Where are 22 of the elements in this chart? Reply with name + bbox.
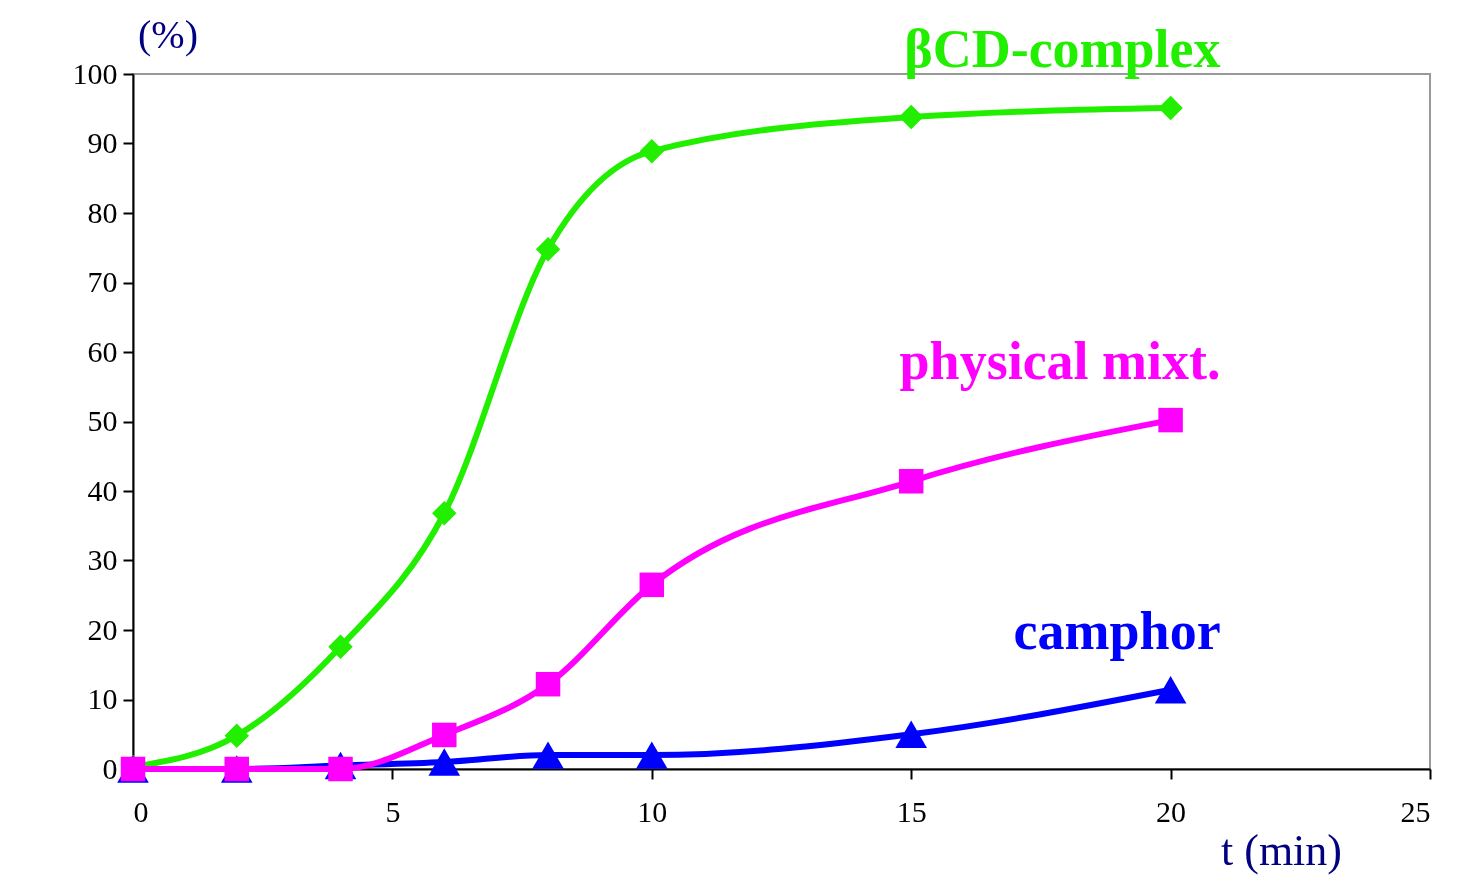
x-tick-label: 5	[385, 794, 401, 828]
y-tick-label: 20	[87, 612, 118, 646]
y-tick-label: 30	[87, 543, 118, 576]
x-tick-label: 25	[1400, 794, 1431, 828]
y-tick-label: 90	[87, 126, 118, 159]
x-axis-title: t (min)	[1221, 826, 1342, 875]
x-tick-label: 10	[637, 794, 668, 828]
y-tick-label: 70	[87, 265, 118, 298]
y-tick-label: 0	[102, 751, 118, 785]
y-tick-label: 80	[87, 195, 118, 229]
y-axis-title: (%)	[138, 12, 198, 57]
y-tick-label: 50	[87, 404, 118, 437]
y-tick-label: 10	[87, 682, 118, 715]
series-label: βCD-complex	[904, 19, 1221, 80]
series-label: physical mixt.	[899, 331, 1221, 392]
y-tick-label: 40	[87, 473, 118, 507]
x-tick-label: 0	[133, 794, 149, 828]
x-tick-label: 15	[896, 794, 927, 828]
y-tick-label: 60	[87, 334, 118, 368]
y-tick-label: 100	[72, 56, 118, 90]
series-label: camphor	[1013, 600, 1221, 661]
x-tick-label: 20	[1156, 794, 1187, 828]
